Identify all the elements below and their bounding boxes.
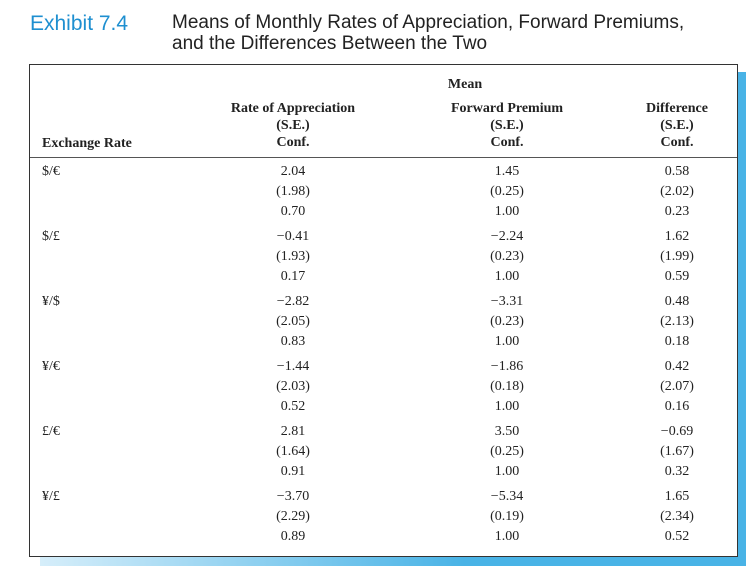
cell: 1.00 [494, 269, 520, 284]
shadow-right [738, 72, 746, 566]
cell: 2.81 [280, 424, 306, 439]
cell: −1.44 [276, 359, 310, 374]
cell: 0.83 [280, 334, 306, 349]
exhibit-title-line: Means of Monthly Rates of Appreciation, … [172, 12, 685, 33]
cell: (2.29) [276, 509, 310, 524]
row-label: ¥/$ [42, 294, 60, 309]
column-header: Difference [646, 101, 708, 116]
cell: 0.42 [664, 359, 690, 374]
cell: 0.52 [664, 529, 690, 544]
column-subheader: Conf. [276, 135, 310, 150]
cell: 2.04 [280, 164, 306, 179]
cell: 0.32 [664, 464, 690, 479]
cell: 0.52 [280, 399, 306, 414]
cell: −3.70 [276, 489, 310, 504]
cell: (1.67) [660, 444, 694, 459]
cell: 1.00 [494, 204, 520, 219]
cell: −3.31 [490, 294, 524, 309]
cell: −2.82 [276, 294, 310, 309]
column-header: Forward Premium [450, 101, 564, 116]
cell: (2.05) [276, 314, 310, 329]
row-header: Exchange Rate [42, 136, 132, 151]
cell: (2.03) [276, 379, 310, 394]
cell: 1.00 [494, 529, 520, 544]
cell: (2.07) [660, 379, 694, 394]
cell: (0.19) [490, 509, 524, 524]
cell: (2.13) [660, 314, 694, 329]
cell: (0.25) [490, 444, 524, 459]
column-header: Rate of Appreciation [230, 101, 356, 116]
column-subheader: Conf. [660, 135, 694, 150]
cell: 3.50 [494, 424, 520, 439]
cell: 0.48 [664, 294, 690, 309]
cell: (0.18) [490, 379, 524, 394]
column-subheader: (S.E.) [490, 118, 524, 133]
header-rule [30, 157, 737, 158]
column-subheader: Conf. [490, 135, 524, 150]
group-header: Mean [447, 77, 483, 92]
cell: 1.62 [664, 229, 690, 244]
cell: 0.91 [280, 464, 306, 479]
cell: 0.23 [664, 204, 690, 219]
cell: (0.23) [490, 249, 524, 264]
cell: 0.17 [280, 269, 306, 284]
cell: (1.99) [660, 249, 694, 264]
shadow-bottom [40, 557, 746, 566]
cell: 0.18 [664, 334, 690, 349]
cell: −5.34 [490, 489, 524, 504]
cell: 0.58 [664, 164, 690, 179]
cell: (2.02) [660, 184, 694, 199]
cell: −0.69 [660, 424, 694, 439]
exhibit-label: Exhibit 7.4 [30, 12, 129, 35]
cell: 0.70 [280, 204, 306, 219]
row-label: ¥/€ [42, 359, 60, 374]
cell: 0.89 [280, 529, 306, 544]
column-subheader: (S.E.) [660, 118, 694, 133]
column-subheader: (S.E.) [276, 118, 310, 133]
cell: 1.65 [664, 489, 690, 504]
cell: −2.24 [490, 229, 524, 244]
cell: 0.16 [664, 399, 690, 414]
cell: −1.86 [490, 359, 524, 374]
cell: (1.93) [276, 249, 310, 264]
cell: (1.98) [276, 184, 310, 199]
cell: 1.00 [494, 399, 520, 414]
cell: (0.25) [490, 184, 524, 199]
cell: 0.59 [664, 269, 690, 284]
exhibit-title-line: and the Differences Between the Two [172, 33, 488, 54]
cell: 1.45 [494, 164, 520, 179]
cell: 1.00 [494, 334, 520, 349]
cell: (0.23) [490, 314, 524, 329]
cell: 1.00 [494, 464, 520, 479]
cell: (1.64) [276, 444, 310, 459]
row-label: $/£ [42, 229, 60, 244]
row-label: ¥/£ [42, 489, 60, 504]
cell: −0.41 [276, 229, 310, 244]
cell: (2.34) [660, 509, 694, 524]
table-box: Mean Exchange Rate Rate of Appreciation (S.… [29, 64, 738, 557]
row-label: $/€ [42, 164, 60, 179]
row-label: £/€ [42, 424, 60, 439]
